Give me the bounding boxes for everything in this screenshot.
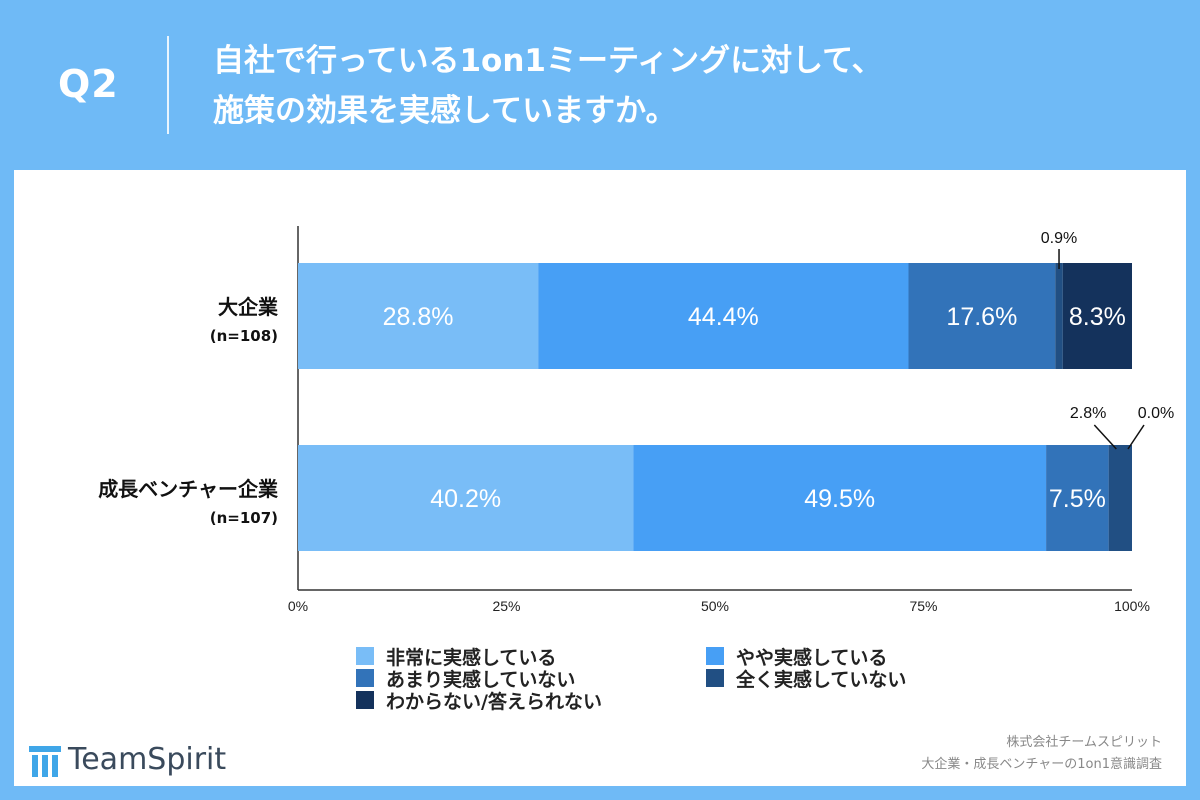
bar-value-label: 49.5% [804,485,875,513]
bar-value-label: 7.5% [1049,485,1106,513]
legend-label: 全く実感していない [736,669,907,691]
callout-line [1093,424,1117,450]
bar-segment [633,445,1047,551]
callout-line [1127,424,1145,450]
legend-label: わからない/答えられない [386,691,602,713]
bar-segment [298,445,634,551]
legend-swatch [356,647,374,665]
bar-value-label: 28.8% [383,303,454,331]
category-label: 大企業 [218,295,279,319]
x-tick-label: 75% [909,598,937,614]
callout-value-label: 0.9% [1041,230,1077,247]
bar-value-label: 17.6% [946,303,1017,331]
legend-label: あまり実感していない [386,669,576,691]
bar-segment [908,263,1056,369]
bar-value-label: 8.3% [1069,303,1126,331]
bar-segment [538,263,909,369]
x-tick-label: 0% [288,598,308,614]
bar-segment [1055,263,1063,369]
bar-segment [1108,445,1132,551]
legend-swatch [356,691,374,709]
legend-label: やや実感している [736,647,888,669]
bar-value-label: 44.4% [688,303,759,331]
title-line-2: 施策の効果を実感していますか。 [213,93,677,129]
bar-segment [298,263,539,369]
x-tick-label: 100% [1114,598,1150,614]
header: Q2 自社で行っている1on1ミーティングに対して、 施策の効果を実感しています… [0,0,1200,170]
x-tick-label: 50% [701,598,729,614]
category-label: 成長ベンチャー企業 [98,477,279,501]
bar-segment [1062,263,1132,369]
legend-swatch [356,669,374,687]
x-tick-label: 25% [492,598,520,614]
question-label: Q2 [58,62,119,106]
header-divider [167,36,169,134]
brand-name: TeamSpirit [68,742,227,777]
legend-swatch [706,647,724,665]
callout-value-label: 2.8% [1070,405,1106,422]
page-title: 自社で行っている1on1ミーティングに対して、 施策の効果を実感していますか。 [213,36,1113,136]
category-sample-size: (n=108) [210,327,278,345]
teamspirit-logo-icon [29,746,61,777]
legend-label: 非常に実感している [386,647,557,669]
legend-swatch [706,669,724,687]
bar-value-label: 40.2% [430,485,501,513]
callout-value-label: 0.0% [1138,405,1174,422]
bar-segment [1046,445,1109,551]
title-line-1: 自社で行っている1on1ミーティングに対して、 [213,43,883,79]
category-sample-size: (n=107) [210,509,278,527]
survey-note: 大企業・成長ベンチャーの1on1意識調査 [921,757,1162,772]
company-note: 株式会社チームスピリット [1006,735,1162,750]
